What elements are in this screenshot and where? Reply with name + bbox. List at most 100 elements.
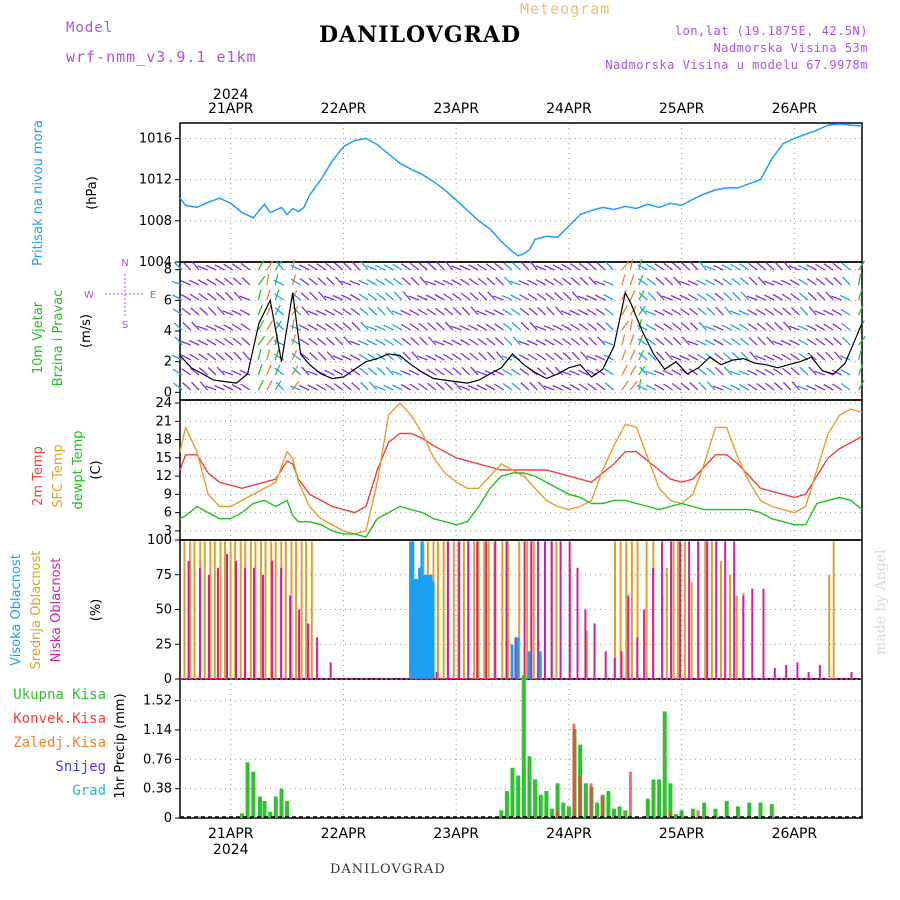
wind-barb [400, 370, 411, 376]
wind-barb [831, 309, 843, 316]
wind-barb [594, 354, 606, 361]
cloud-bar [226, 553, 228, 679]
wind-barb [529, 321, 538, 331]
precip-bar [600, 796, 604, 818]
cloud-bar [458, 541, 461, 679]
top-day-label: 21APR [208, 101, 254, 117]
precip-bar [273, 796, 278, 818]
precip-bar [285, 801, 290, 818]
wind-barb [351, 382, 361, 391]
wind-barb [325, 323, 335, 331]
wind-barb [511, 322, 521, 331]
y-tick-label: 1.14 [143, 723, 172, 738]
wind-barb [206, 278, 217, 286]
wind-barb [757, 276, 767, 286]
wind-barb [197, 325, 208, 331]
precip-bar [268, 811, 273, 818]
wind-barb [621, 305, 628, 316]
precip-bar [668, 811, 672, 818]
wind-barb [823, 383, 834, 391]
wind-barb [857, 289, 863, 301]
wind-barb [721, 384, 733, 391]
cloud-bar [532, 541, 535, 679]
cloud-bar [224, 541, 226, 679]
wind-barb [839, 355, 851, 361]
wind-barb [359, 307, 369, 316]
wind-barb [434, 354, 445, 361]
cloud-bar [550, 541, 553, 679]
wind-barb [326, 351, 335, 361]
cloud-bar [422, 574, 426, 680]
wind-barb [434, 368, 445, 376]
cloud-bar [807, 672, 810, 679]
wind-barb [401, 277, 411, 286]
cloud-bar [645, 541, 648, 679]
wind-barb [410, 337, 420, 346]
wind-barb [385, 366, 395, 376]
wind-barb [536, 292, 547, 301]
wind-barb [180, 280, 191, 286]
wind-barb [858, 380, 865, 391]
wind-barb [781, 293, 792, 301]
pressure-unit-label: (hPa) [85, 176, 100, 210]
wind-barb [240, 323, 251, 331]
wind-barb [527, 279, 538, 286]
precip-bar [589, 783, 593, 819]
wind-barb [814, 384, 826, 391]
wind-barb [273, 339, 284, 346]
precip-bar [572, 723, 576, 818]
wind-barb [663, 323, 673, 331]
low-cloud-axis-label: Niska Oblacnost [49, 558, 64, 663]
footer-station: DANILOVGRAD [330, 862, 446, 877]
wind-barb [645, 324, 657, 331]
wind-barb [621, 334, 626, 346]
wind-barb [324, 369, 335, 376]
wind-barb [511, 262, 521, 271]
wind-barb [468, 264, 479, 271]
cloud-bar [413, 578, 417, 679]
wind-barb [214, 338, 225, 346]
precip-bar [657, 779, 662, 818]
wind-barb [199, 307, 209, 316]
wind-barb [552, 324, 563, 331]
cloud-bar [710, 541, 713, 679]
compass-w: W [84, 290, 94, 301]
wind-barb [816, 291, 826, 301]
wind-barb [241, 337, 251, 346]
cloud-bar [526, 541, 529, 679]
wind-barb [181, 307, 192, 316]
cloud-bar [604, 651, 607, 679]
wind-barb [645, 263, 657, 271]
wind-barb [595, 308, 606, 316]
cloud-bar [271, 560, 274, 679]
cloud-bar [437, 541, 439, 679]
y-tick-label: 0 [164, 811, 172, 826]
precip-bar [258, 796, 262, 818]
wind-barb [774, 321, 783, 331]
cloud-bar [733, 541, 736, 679]
wind-barb [561, 337, 572, 346]
wind-barb [806, 384, 817, 391]
wind-barb [689, 382, 699, 391]
wind-barb [376, 292, 386, 301]
wind-barb [487, 291, 496, 301]
wind-barb [436, 261, 445, 271]
wind-barb [451, 353, 462, 361]
temp-unit-label: (C) [89, 460, 104, 479]
cloud-bar [409, 541, 413, 679]
wind-barb [495, 276, 504, 286]
wind-barb [180, 340, 191, 346]
wind-barb [603, 293, 614, 301]
y-tick-label: 0 [164, 385, 172, 400]
cloud-bar [485, 541, 488, 679]
wind-barb [391, 310, 403, 316]
wind-barb [780, 279, 792, 286]
wind-barb [748, 276, 758, 286]
wind-barb [360, 261, 369, 271]
cloud-bar [431, 581, 435, 679]
wind-barb [578, 309, 589, 316]
wind-barb [527, 339, 538, 346]
wind-barb [645, 370, 656, 376]
wind-barb [832, 262, 843, 271]
wind-barb [266, 349, 271, 361]
